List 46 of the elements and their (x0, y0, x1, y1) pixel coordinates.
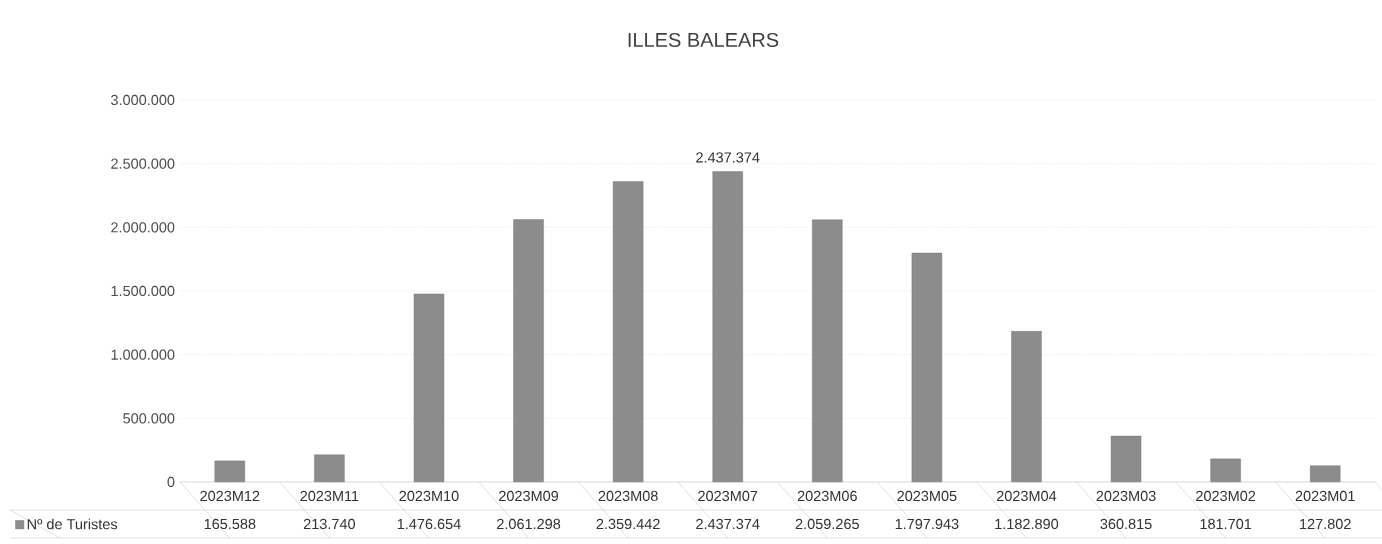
text: 2.437.374 (696, 518, 760, 530)
bar (314, 454, 345, 483)
x-tick-label: 2023M05 (897, 490, 957, 502)
x-tick-label: 2023M08 (598, 490, 658, 502)
text: 1.476.654 (397, 518, 461, 530)
bar (1210, 458, 1241, 483)
x-tick-label: 2023M10 (399, 490, 459, 502)
y-tick-label: 2.500.000 (111, 158, 175, 169)
x-tick-label: 2023M02 (1196, 490, 1256, 502)
bar (214, 460, 246, 483)
x-tick-label: 2023M09 (499, 490, 559, 502)
bar (413, 293, 445, 483)
text: 1.182.890 (995, 518, 1059, 530)
y-tick-label: 1.000.000 (111, 349, 175, 360)
text: 360.815 (1100, 518, 1152, 530)
bar (513, 219, 544, 483)
bar (812, 219, 843, 483)
bar (1310, 465, 1341, 483)
y-tick-label: 500.000 (123, 413, 175, 424)
x-tick-label: 2023M07 (698, 490, 758, 502)
y-tick-label: 3.000.000 (111, 94, 175, 106)
text: 2.359.442 (596, 518, 660, 530)
x-tick-label: 2023M01 (1295, 490, 1355, 502)
text: 2.061.298 (497, 518, 561, 530)
x-tick-label: 2023M11 (300, 490, 359, 502)
y-tick-label: 0 (167, 476, 175, 488)
bar (1110, 435, 1142, 483)
chart-title: ILLES BALEARS (628, 32, 779, 48)
x-tick-label: 2023M03 (1096, 490, 1156, 502)
bar (911, 252, 943, 483)
x-tick-label: 2023M12 (200, 490, 260, 502)
text: 181.701 (1200, 518, 1252, 530)
x-tick-label: 2023M06 (797, 490, 857, 502)
bar (612, 181, 644, 483)
text: 127.802 (1300, 518, 1351, 530)
text: 213.740 (303, 518, 356, 530)
bar (1011, 331, 1042, 483)
text: 165.588 (204, 518, 256, 530)
bar (712, 171, 743, 483)
text: 1.797.943 (895, 518, 959, 530)
x-tick-label: 2023M04 (996, 490, 1057, 502)
y-tick-label: 1.500.000 (111, 285, 175, 297)
annotation: 2.437.374 (696, 152, 760, 163)
y-tick-label: 2.000.000 (111, 222, 175, 233)
legend-label: Nº de Turistes (27, 518, 118, 530)
text: 2.059.265 (795, 518, 859, 530)
